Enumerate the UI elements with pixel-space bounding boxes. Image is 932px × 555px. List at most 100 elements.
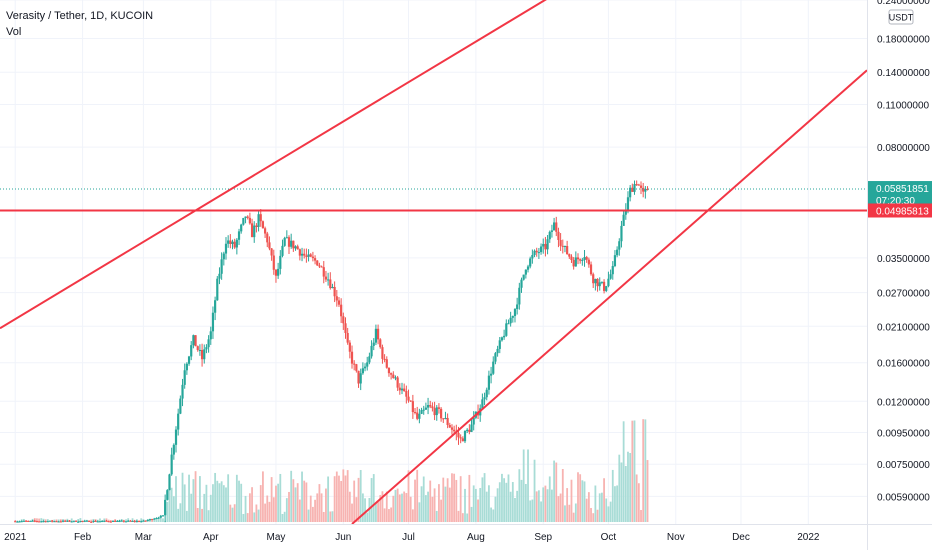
- volume-bar: [466, 513, 469, 522]
- price-label-value: 0.05851851: [876, 184, 929, 195]
- candle-body: [644, 188, 647, 192]
- volume-bar: [581, 480, 584, 522]
- volume-bar: [346, 470, 349, 522]
- candle-body: [114, 520, 117, 522]
- volume-bar: [155, 518, 158, 522]
- volume-bar: [424, 495, 427, 522]
- candle-body: [24, 520, 28, 522]
- candle-body: [503, 335, 506, 338]
- candle-body: [270, 248, 273, 256]
- volume-bar: [257, 509, 260, 522]
- candle-body: [568, 254, 571, 257]
- volume-bar: [127, 518, 130, 522]
- candle-body: [418, 413, 421, 419]
- volume-bar: [183, 484, 186, 522]
- candle-body: [250, 223, 254, 238]
- candle-body: [535, 250, 538, 253]
- candle-body: [385, 359, 388, 368]
- volume-bar: [351, 503, 353, 522]
- candle-body: [579, 259, 582, 261]
- candle-body: [581, 259, 584, 261]
- volume-bar: [246, 513, 249, 522]
- volume-bar: [320, 493, 323, 522]
- volume-bar: [607, 506, 610, 522]
- candle-body: [85, 520, 89, 522]
- volume-bar: [398, 494, 401, 522]
- candle-body: [426, 405, 430, 408]
- volume-bar: [535, 491, 538, 522]
- volume-bar: [388, 509, 390, 522]
- volume-bar: [614, 486, 616, 522]
- candle-body: [120, 520, 123, 522]
- candle-body: [516, 304, 519, 310]
- volume-bar: [385, 491, 388, 522]
- candle-body: [489, 373, 493, 376]
- volume-bar: [296, 483, 299, 522]
- candle-body: [105, 520, 108, 522]
- volume-bar: [218, 483, 221, 522]
- volume-bar: [357, 477, 360, 522]
- candle-body: [133, 520, 136, 522]
- volume-bar: [23, 518, 25, 522]
- candle-body: [300, 253, 304, 256]
- candle-body: [140, 521, 143, 523]
- volume-bar: [503, 478, 506, 522]
- candle-body: [400, 388, 404, 391]
- candle-body: [361, 368, 364, 374]
- candle-body: [224, 243, 228, 254]
- candle-body: [57, 521, 60, 523]
- volume-bar: [166, 501, 169, 522]
- volume-bar: [203, 493, 206, 522]
- candle-body: [137, 521, 141, 523]
- candle-body: [122, 520, 125, 522]
- volume-bar: [577, 472, 579, 522]
- volume-bar: [590, 507, 592, 522]
- candle-body: [574, 257, 577, 267]
- candle-body: [177, 413, 180, 430]
- x-tick-label: May: [267, 532, 286, 543]
- volume-bar: [509, 491, 512, 522]
- volume-bar: [511, 482, 514, 522]
- volume-bar: [646, 460, 649, 522]
- candle-body: [522, 274, 525, 280]
- x-tick-label: Oct: [601, 532, 617, 543]
- candle-body: [409, 400, 412, 402]
- candle-body: [103, 520, 106, 522]
- candle-body: [585, 257, 588, 260]
- candle-body: [148, 519, 152, 521]
- volume-bar: [640, 509, 642, 522]
- candle-body: [559, 239, 562, 246]
- candle-body: [494, 353, 497, 362]
- volume-bar: [468, 474, 471, 522]
- candle-body: [205, 347, 208, 350]
- volume-bar: [401, 493, 403, 522]
- volume-bar: [631, 420, 634, 522]
- candle-body: [353, 363, 356, 365]
- candle-body: [537, 252, 540, 254]
- candle-body: [161, 515, 165, 517]
- y-tick-label: 0.18000000: [877, 35, 930, 46]
- candle-body: [283, 237, 286, 246]
- candle-body: [583, 257, 586, 260]
- candle-body: [18, 521, 21, 523]
- candle-body: [81, 521, 84, 523]
- candle-body: [605, 286, 608, 291]
- candle-body: [483, 397, 486, 400]
- candle-body: [511, 316, 514, 318]
- candle-body: [442, 418, 445, 420]
- volume-bar: [240, 483, 243, 522]
- candle-body: [42, 521, 45, 523]
- candle-body: [220, 259, 223, 274]
- candle-body: [618, 241, 621, 250]
- volume-bar: [390, 507, 393, 522]
- volume-bar: [527, 449, 529, 522]
- candle-body: [633, 184, 636, 192]
- volume-bar: [325, 488, 327, 522]
- candle-body: [20, 521, 23, 523]
- candle-body: [552, 222, 556, 231]
- candle-body: [596, 278, 599, 287]
- volume-bar: [566, 488, 569, 522]
- volume-bar: [316, 493, 319, 522]
